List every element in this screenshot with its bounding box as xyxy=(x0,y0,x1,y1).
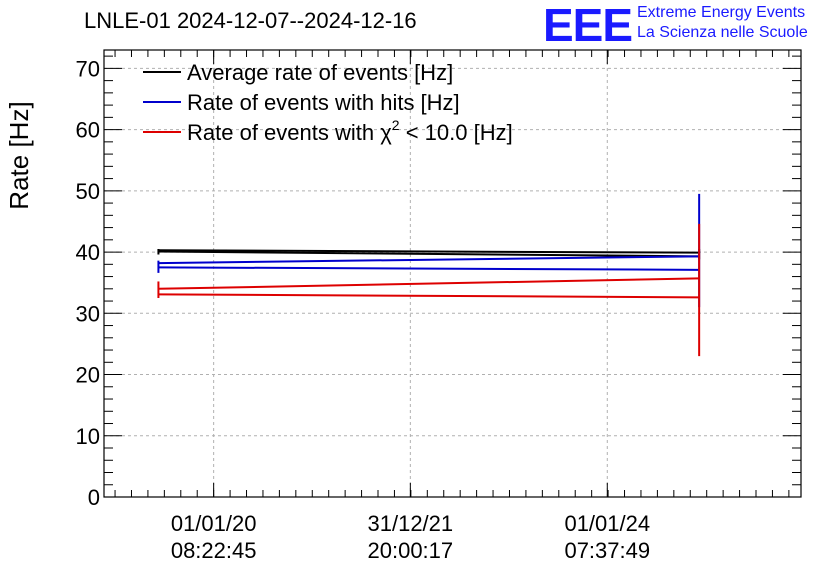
y-tick-label: 30 xyxy=(76,301,100,326)
chart-title: LNLE-01 2024-12-07--2024-12-16 xyxy=(84,8,417,33)
y-tick-label: 0 xyxy=(88,485,100,510)
x-tick-label-time: 08:22:45 xyxy=(171,538,257,563)
x-tick-label-time: 20:00:17 xyxy=(368,538,454,563)
series-line-lower-chi2 xyxy=(158,293,700,299)
series-line-lower-hits xyxy=(158,266,700,271)
logo-line-1: Extreme Energy Events xyxy=(637,4,806,21)
eee-logo: EEE xyxy=(543,0,633,51)
plot-frame xyxy=(103,49,802,498)
series-line-upper-chi2 xyxy=(158,277,700,290)
legend-label-hits: Rate of events with hits [Hz] xyxy=(187,90,460,115)
y-axis-label: Rate [Hz] xyxy=(4,101,34,209)
series-line-upper-average xyxy=(158,249,700,254)
y-tick-label: 60 xyxy=(76,118,100,143)
legend-label-average: Average rate of events [Hz] xyxy=(187,60,453,85)
x-tick-label-date: 31/12/21 xyxy=(368,511,454,536)
y-tick-label: 20 xyxy=(76,363,100,388)
series-line-lower-average xyxy=(158,250,700,258)
x-tick-label-date: 01/01/20 xyxy=(171,511,257,536)
y-tick-label: 40 xyxy=(76,240,100,265)
y-tick-label: 50 xyxy=(76,179,100,204)
series-line-upper-hits xyxy=(158,255,700,265)
legend-label-chi2: Rate of events with χ2 < 10.0 [Hz] xyxy=(187,117,513,145)
y-tick-label: 10 xyxy=(76,424,100,449)
y-tick-label: 70 xyxy=(76,56,100,81)
x-tick-label-time: 07:37:49 xyxy=(564,538,650,563)
logo-line-2: La Scienza nelle Scuole xyxy=(637,24,808,41)
x-tick-label-date: 01/01/24 xyxy=(564,511,650,536)
